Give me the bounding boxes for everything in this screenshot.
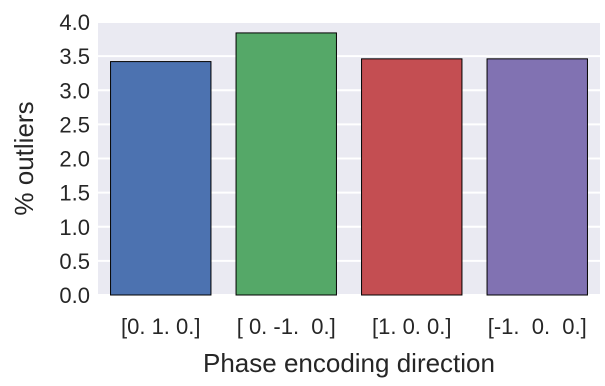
y-tick-label: 3.0 xyxy=(59,78,90,103)
x-axis-label: Phase encoding direction xyxy=(203,348,495,378)
x-tick-label: [-1. 0. 0.] xyxy=(488,314,587,339)
y-tick-label: 0.0 xyxy=(59,283,90,308)
bar-2 xyxy=(361,58,463,296)
y-tick-labels: 0.0 0.5 1.0 1.5 2.0 2.5 3.0 3.5 4.0 xyxy=(59,10,90,308)
y-tick-label: 3.5 xyxy=(59,44,90,69)
x-tick-label: [1. 0. 0.] xyxy=(372,314,452,339)
y-tick-label: 2.5 xyxy=(59,112,90,137)
y-tick-label: 1.5 xyxy=(59,181,90,206)
y-tick-label: 1.0 xyxy=(59,215,90,240)
bar-0 xyxy=(110,61,212,296)
x-tick-labels: [0. 1. 0.] [ 0. -1. 0.] [1. 0. 0.] [-1. 0. … xyxy=(121,314,587,339)
y-tick-label: 4.0 xyxy=(59,10,90,35)
y-tick-label: 2.0 xyxy=(59,147,90,172)
x-tick-label: [0. 1. 0.] xyxy=(121,314,201,339)
bar-3 xyxy=(486,58,588,296)
y-tick-label: 0.5 xyxy=(59,249,90,274)
bar-1 xyxy=(235,32,337,296)
y-axis-label: % outliers xyxy=(9,101,39,215)
bars xyxy=(110,32,588,296)
x-tick-label: [ 0. -1. 0.] xyxy=(237,314,336,339)
